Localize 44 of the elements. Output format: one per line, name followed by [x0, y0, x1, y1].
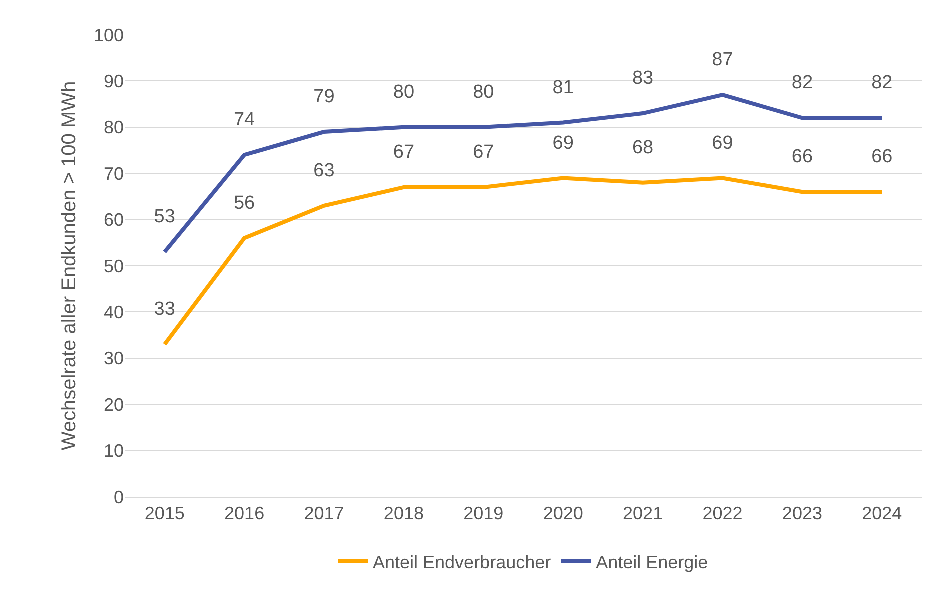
- x-tick-label: 2016: [224, 504, 265, 524]
- y-tick-label: 80: [104, 118, 124, 138]
- data-label: 80: [473, 82, 494, 103]
- data-label: 79: [314, 86, 335, 108]
- data-label: 82: [792, 72, 814, 94]
- x-tick-label: 2018: [384, 504, 424, 524]
- y-axis-title: Wechselrate aller Endkunden > 100 MWh: [58, 81, 80, 451]
- y-tick-label: 20: [104, 394, 124, 415]
- y-tick-label: 90: [104, 72, 124, 92]
- data-label: 83: [632, 68, 654, 90]
- y-tick-label: 100: [94, 25, 124, 46]
- data-label: 66: [872, 146, 893, 168]
- x-tick-label: 2015: [144, 504, 185, 524]
- data-label: 69: [552, 132, 574, 154]
- data-label: 63: [314, 160, 335, 182]
- x-tick-label: 2022: [702, 504, 743, 524]
- y-tick-label: 10: [104, 441, 124, 462]
- x-tick-label: 2021: [623, 504, 664, 524]
- x-tick-label: 2017: [304, 504, 344, 524]
- data-label: 80: [393, 82, 415, 103]
- data-label: 69: [712, 132, 734, 154]
- data-label: 56: [234, 192, 256, 214]
- data-label: 66: [792, 146, 814, 168]
- y-tick-label: 60: [104, 210, 124, 230]
- x-tick-label: 2023: [782, 504, 822, 524]
- data-label: 33: [154, 299, 176, 320]
- data-label: 67: [393, 142, 415, 164]
- data-label: 53: [154, 206, 176, 228]
- x-tick-label: 2019: [464, 504, 504, 524]
- data-label: 67: [473, 142, 494, 164]
- y-tick-label: 0: [114, 487, 124, 508]
- y-tick-label: 50: [104, 256, 124, 276]
- y-tick-label: 40: [104, 302, 124, 322]
- legend-label: Anteil Energie: [596, 552, 708, 572]
- y-tick-label: 70: [104, 164, 124, 184]
- data-label: 74: [234, 110, 256, 131]
- x-tick-label: 2024: [862, 504, 902, 524]
- legend-label: Anteil Endverbraucher: [373, 552, 552, 572]
- data-label: 87: [712, 50, 734, 71]
- data-label: 68: [632, 137, 654, 158]
- y-tick-label: 30: [104, 348, 124, 369]
- data-label: 82: [872, 72, 893, 94]
- x-tick-label: 2020: [543, 504, 584, 524]
- data-label: 81: [552, 77, 574, 98]
